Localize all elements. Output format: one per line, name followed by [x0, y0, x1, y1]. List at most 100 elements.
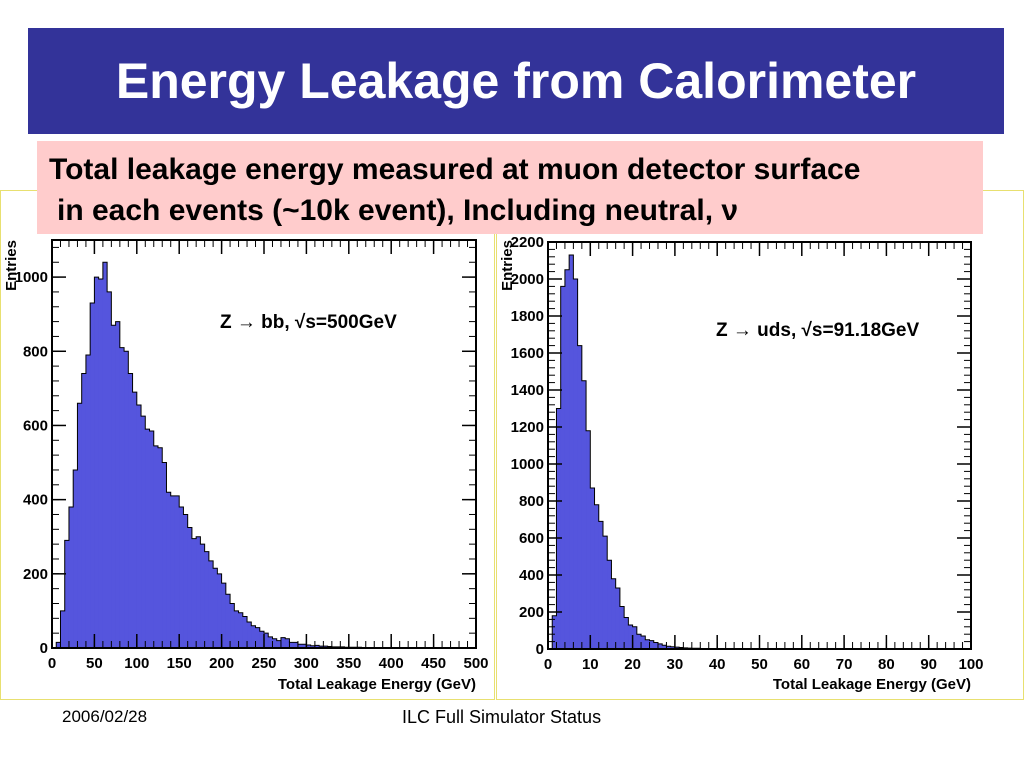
histogram-bar — [602, 536, 608, 649]
histogram-bar — [162, 462, 167, 648]
y-tick-label: 0 — [536, 641, 544, 658]
histogram-bar — [657, 643, 663, 649]
histogram-bar — [259, 631, 264, 648]
histogram-bar — [628, 624, 633, 649]
histogram-bar — [102, 262, 108, 648]
histogram-bar — [556, 408, 561, 649]
histogram-bar — [615, 587, 620, 649]
histogram-bar — [158, 447, 163, 648]
x-tick-label: 10 — [582, 656, 599, 673]
histogram-bar — [666, 646, 671, 649]
histogram-bar — [238, 612, 243, 648]
histogram-bar — [191, 538, 197, 648]
histogram-bar — [145, 429, 150, 648]
histogram-bar — [251, 625, 256, 648]
histogram-bar — [247, 622, 252, 648]
y-tick-label: 1200 — [511, 419, 544, 436]
y-tick-label: 2200 — [511, 234, 544, 251]
histogram-bar — [577, 345, 582, 649]
process-annotation: Z → bb, √s=500GeV — [220, 312, 397, 333]
histogram-bar — [594, 504, 599, 649]
histogram-bar — [213, 568, 218, 648]
histogram-bar — [560, 286, 565, 649]
histogram-bar — [310, 645, 315, 648]
x-tick-label: 20 — [624, 656, 641, 673]
histogram-bar — [645, 639, 650, 649]
histogram-bar — [56, 642, 61, 648]
histogram-bar — [81, 373, 86, 648]
histogram-bar — [234, 610, 239, 648]
x-tick-label: 60 — [793, 656, 810, 673]
histogram-zbb: 0 50 100 150 200 250 300 350 400 450 500 0 200 400 600… — [3, 239, 489, 693]
x-tick-label: 0 — [544, 656, 552, 673]
histogram-bar — [153, 445, 158, 648]
slide-title: Energy Leakage from Calorimeter — [115, 53, 917, 109]
x-tick-label: 150 — [167, 655, 192, 672]
histogram-bar — [641, 636, 646, 649]
x-tick-label: 0 — [48, 655, 56, 672]
histogram-bar — [149, 431, 154, 648]
histogram-bar — [170, 495, 175, 648]
histogram-bar — [590, 488, 595, 649]
histogram-bar — [255, 627, 260, 648]
footer-date: 2006/02/28 — [62, 707, 148, 726]
histogram-bar — [289, 642, 294, 648]
subtitle-line-1: Total leakage energy measured at muon de… — [49, 153, 861, 186]
histogram-bar — [598, 521, 603, 649]
histogram-bar — [280, 637, 286, 648]
histogram-bar — [268, 636, 273, 648]
histogram-bar — [306, 645, 311, 648]
histogram-bar — [230, 603, 235, 648]
x-tick-label: 90 — [920, 656, 937, 673]
histogram-bar — [111, 325, 116, 648]
histogram-bar — [314, 645, 320, 648]
histogram-bar — [208, 560, 214, 648]
histogram-bar — [68, 507, 74, 648]
histogram-bar — [217, 573, 222, 648]
histogram-bar — [276, 640, 281, 648]
histogram-bar — [564, 269, 570, 649]
y-tick-label: 600 — [23, 417, 48, 434]
histogram-bar — [632, 626, 637, 649]
y-tick-label: 1800 — [511, 308, 544, 325]
histogram-bar — [141, 416, 146, 648]
y-tick-label: 1000 — [15, 269, 48, 286]
histogram-bar — [119, 347, 125, 648]
histogram-bar — [662, 645, 667, 649]
histogram-bar — [297, 644, 303, 648]
histogram-bar — [649, 640, 654, 649]
histogram-bar — [128, 373, 133, 648]
histogram-bar — [115, 321, 120, 648]
histogram-bar — [60, 610, 65, 648]
x-tick-label: 350 — [336, 655, 361, 672]
histogram-bar — [166, 492, 171, 648]
histogram-bar — [124, 351, 129, 648]
x-tick-label: 200 — [209, 655, 234, 672]
histogram-bar — [611, 578, 616, 649]
histogram-bar — [293, 642, 298, 648]
y-tick-label: 1000 — [511, 456, 544, 473]
subtitle-line-2: in each events (~10k event), Including n… — [57, 194, 739, 227]
y-tick-label: 200 — [23, 566, 48, 583]
histogram-bar — [670, 646, 675, 649]
histogram-bar — [636, 634, 642, 649]
histogram-bar — [221, 583, 226, 648]
footer-title: ILC Full Simulator Status — [402, 707, 602, 727]
histogram-bar — [77, 403, 82, 648]
histogram-bar — [272, 638, 277, 648]
histogram-bar — [619, 606, 625, 649]
process-annotation: Z → uds, √s=91.18GeV — [716, 320, 919, 341]
histogram-zuds: 0 10 20 30 40 50 60 70 80 90 100020040060080010001… — [499, 234, 984, 693]
histogram-bar — [136, 405, 142, 648]
histogram-bar — [225, 594, 231, 648]
histogram-bar — [581, 380, 587, 649]
y-tick-label: 600 — [519, 530, 544, 547]
y-tick-label: 400 — [519, 567, 544, 584]
x-tick-label: 40 — [709, 656, 726, 673]
histogram-bar — [132, 392, 137, 648]
histogram-bar — [174, 495, 180, 648]
histogram-bar — [204, 551, 209, 648]
subtitle-box: Total leakage energy measured at muon de… — [37, 141, 983, 234]
x-tick-label: 30 — [667, 656, 684, 673]
histogram-bar — [264, 633, 269, 648]
